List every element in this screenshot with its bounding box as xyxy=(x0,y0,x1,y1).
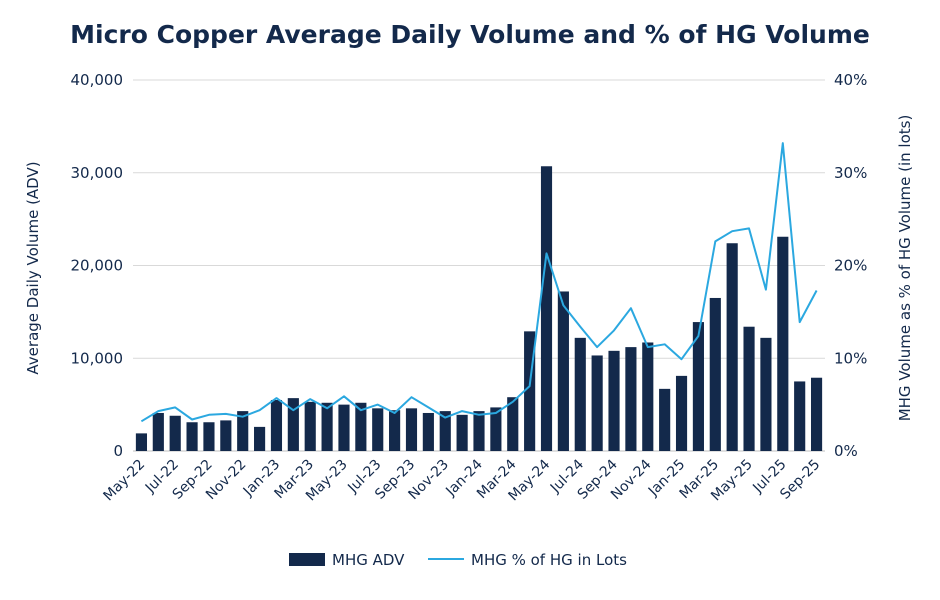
right-y-axis: 0% 10% 20% 30% 40% xyxy=(834,71,867,460)
y-tick-label: 30,000 xyxy=(71,164,124,182)
series-line xyxy=(140,142,818,423)
bar xyxy=(355,402,367,451)
bar xyxy=(810,377,823,451)
bar xyxy=(186,422,198,451)
bar xyxy=(490,407,502,451)
bar-series xyxy=(135,166,823,451)
bar xyxy=(608,350,620,451)
bar xyxy=(760,337,772,451)
y-axis-title: Average Daily Volume (ADV) xyxy=(24,161,42,374)
gridlines xyxy=(133,79,825,452)
bar xyxy=(304,401,316,451)
bar xyxy=(625,347,637,451)
bar xyxy=(692,322,704,451)
bar xyxy=(574,337,586,451)
bar xyxy=(777,236,789,451)
y2-tick-label: 30% xyxy=(834,164,867,182)
bar xyxy=(321,402,333,451)
bar xyxy=(743,326,755,451)
y-tick-label: 40,000 xyxy=(71,71,124,89)
line-series xyxy=(140,142,818,423)
bar xyxy=(338,404,350,451)
y-tick-label: 10,000 xyxy=(71,349,124,367)
bar xyxy=(287,398,299,451)
bar xyxy=(726,243,738,451)
bar xyxy=(237,411,249,451)
bar xyxy=(220,420,232,451)
bar xyxy=(524,331,536,451)
bar xyxy=(557,291,569,451)
bar xyxy=(389,410,401,451)
bar xyxy=(422,412,434,451)
bar xyxy=(254,426,266,451)
bar xyxy=(203,422,215,451)
legend: MHG ADV MHG % of HG in Lots xyxy=(289,551,627,569)
legend-label-bar: MHG ADV xyxy=(332,551,405,569)
bar xyxy=(675,375,688,451)
y2-tick-label: 20% xyxy=(834,257,867,275)
y2-tick-label: 10% xyxy=(834,349,867,367)
bar xyxy=(794,381,806,451)
bar xyxy=(169,415,181,451)
bar xyxy=(659,388,671,451)
bar xyxy=(591,355,603,451)
chart-title: Micro Copper Average Daily Volume and % … xyxy=(70,20,870,49)
y2-axis-title: MHG Volume as % of HG Volume (in lots) xyxy=(896,115,914,422)
bar xyxy=(642,342,654,451)
bar xyxy=(507,397,519,451)
y-tick-label: 20,000 xyxy=(71,257,124,275)
y2-tick-label: 0% xyxy=(834,442,858,460)
bar xyxy=(372,408,384,451)
bar xyxy=(270,399,283,451)
bar xyxy=(709,297,721,451)
legend-swatch-bar xyxy=(289,553,325,566)
left-y-axis: 0 10,000 20,000 30,000 40,000 xyxy=(71,71,124,460)
bar xyxy=(135,433,148,451)
bar xyxy=(439,411,451,451)
bar xyxy=(473,411,485,451)
y2-tick-label: 40% xyxy=(834,71,867,89)
bar xyxy=(540,166,553,451)
x-axis: May-22Jul-22Sep-22Nov-22Jan-23Mar-23May-… xyxy=(100,456,823,504)
bar xyxy=(152,412,164,451)
x-tick-label: May-22 xyxy=(100,457,148,505)
bar xyxy=(405,408,418,451)
legend-label-line: MHG % of HG in Lots xyxy=(471,551,627,569)
y-tick-label: 0 xyxy=(113,442,123,460)
bar xyxy=(456,414,468,451)
